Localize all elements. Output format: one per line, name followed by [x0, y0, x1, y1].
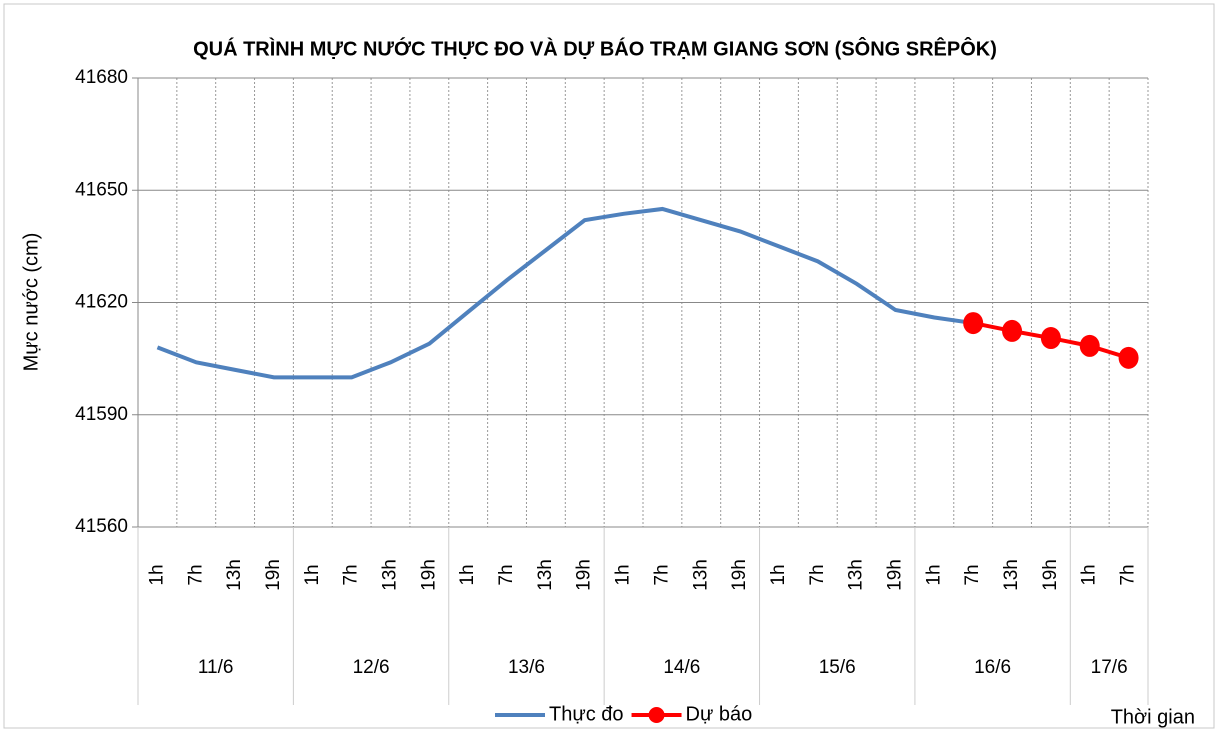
x-tick-label: 1h: [768, 564, 789, 585]
group-label: 15/6: [819, 657, 856, 678]
x-tick-label: 1h: [146, 564, 167, 585]
x-tick-label: 19h: [1040, 559, 1061, 591]
y-axis-label: Mực nước (cm): [20, 233, 42, 372]
x-tick-label: 7h: [962, 564, 983, 585]
chart-frame: [3, 3, 1215, 729]
series-marker: [1002, 319, 1023, 342]
chart-title: QUÁ TRÌNH MỰC NƯỚC THỰC ĐO VÀ DỰ BÁO TRẠ…: [193, 36, 997, 60]
series-marker: [1040, 327, 1061, 350]
x-tick-label: 7h: [807, 564, 828, 585]
x-tick-label: 19h: [574, 559, 595, 591]
x-tick-label: 13h: [690, 559, 711, 591]
x-tick-label: 13h: [535, 559, 556, 591]
x-tick-label: 13h: [846, 559, 867, 591]
x-tick-label: 1h: [923, 564, 944, 585]
x-tick-label: 1h: [613, 564, 634, 585]
group-label: 14/6: [663, 657, 700, 678]
legend-label: Thực đo: [549, 703, 624, 725]
legend-item: Thực đo: [495, 703, 624, 725]
y-tick-label: 41650: [75, 179, 128, 200]
x-tick-label: 1h: [1079, 564, 1100, 585]
group-label: 12/6: [353, 657, 390, 678]
x-tick-label: 19h: [885, 559, 906, 591]
x-tick-label: 13h: [1001, 559, 1022, 591]
series-marker: [1079, 334, 1100, 357]
x-tick-label: 7h: [496, 564, 517, 585]
group-label: 13/6: [508, 657, 545, 678]
legend-label: Dự báo: [686, 703, 753, 725]
x-tick-label: 1h: [302, 564, 323, 585]
x-tick-label: 13h: [224, 559, 245, 591]
y-tick-label: 41680: [75, 67, 128, 88]
x-tick-label: 7h: [1118, 564, 1139, 585]
y-tick-label: 41620: [75, 292, 128, 313]
y-tick-label: 41560: [75, 516, 128, 537]
x-tick-label: 19h: [418, 559, 439, 591]
x-tick-label: 7h: [185, 564, 206, 585]
series-marker: [1118, 346, 1139, 369]
x-tick-label: 7h: [341, 564, 362, 585]
x-tick-label: 7h: [651, 564, 672, 585]
group-label: 16/6: [974, 657, 1011, 678]
legend-marker: [648, 707, 665, 723]
x-tick-label: 1h: [457, 564, 478, 585]
series-marker: [963, 312, 984, 335]
group-label: 17/6: [1091, 657, 1128, 678]
series-line: [156, 206, 974, 380]
x-tick-label: 19h: [263, 559, 284, 591]
x-tick-label: 19h: [729, 559, 750, 591]
legend-item: Dự báo: [631, 703, 753, 725]
x-tick-label: 13h: [380, 559, 401, 591]
y-tick-label: 41590: [75, 404, 128, 425]
group-label: 11/6: [198, 657, 234, 678]
x-axis-label: Thời gian: [1111, 706, 1195, 728]
